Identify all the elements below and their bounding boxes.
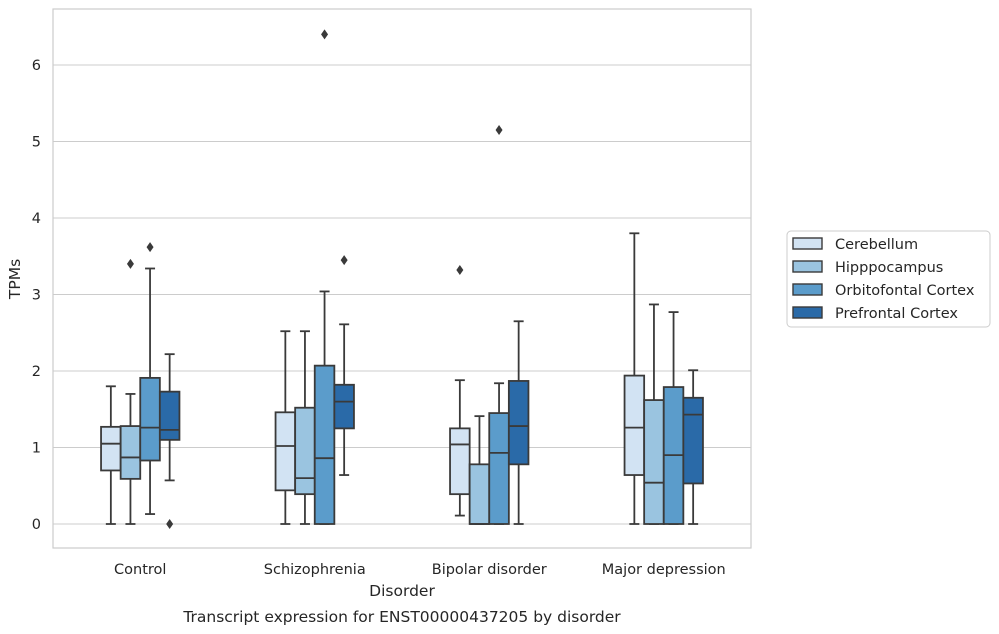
x-tick-label: Bipolar disorder xyxy=(432,562,547,578)
outlier-point xyxy=(321,29,329,40)
x-tick-label: Major depression xyxy=(602,562,726,578)
box xyxy=(449,427,471,496)
legend-swatch xyxy=(792,237,823,250)
x-tick-label: Schizophrenia xyxy=(264,562,366,578)
series-hipppocampus xyxy=(119,258,665,525)
box xyxy=(274,411,297,492)
outlier-point xyxy=(495,125,503,136)
legend: Cerebellum Hipppocampus Orbitofontal Corte… xyxy=(786,230,991,328)
series-prefrontal-cortex xyxy=(158,255,704,529)
outlier-point xyxy=(456,265,464,276)
box xyxy=(333,383,355,430)
legend-label: Hipppocampus xyxy=(835,260,943,276)
y-tick-label: 4 xyxy=(32,211,41,227)
outlier-point xyxy=(340,255,348,266)
box xyxy=(507,380,530,466)
box xyxy=(682,396,704,485)
outlier-point xyxy=(166,519,174,529)
box xyxy=(158,390,181,441)
box xyxy=(488,412,510,525)
y-tick-label: 1 xyxy=(32,441,41,457)
series-orbitofontal-cortex xyxy=(139,29,685,525)
box xyxy=(313,364,336,525)
series-cerebellum xyxy=(100,232,646,525)
box-groups xyxy=(100,29,704,529)
x-axis-label: Disorder xyxy=(369,582,435,600)
outlier-point xyxy=(126,258,134,269)
y-tick-labels: 0 1 2 3 4 5 6 xyxy=(32,58,41,533)
y-axis-label: TPMs xyxy=(6,259,24,300)
box xyxy=(294,406,316,496)
box xyxy=(468,463,491,525)
x-tick-labels: Control Schizophrenia Bipolar disorder Majo… xyxy=(114,562,726,578)
chart-caption: Transcript expression for ENST0000043720… xyxy=(182,608,621,626)
box xyxy=(119,425,142,480)
box xyxy=(100,425,122,472)
legend-swatch xyxy=(792,306,823,319)
box xyxy=(139,376,161,462)
legend-swatch xyxy=(792,260,823,273)
legend-label: Prefrontal Cortex xyxy=(835,306,958,322)
legend-label: Orbitofontal Cortex xyxy=(835,283,975,299)
x-tick-label: Control xyxy=(114,562,166,578)
y-tick-label: 3 xyxy=(32,288,41,304)
plot-frame xyxy=(52,8,752,549)
y-tick-label: 0 xyxy=(32,517,41,533)
y-tick-label: 2 xyxy=(32,364,41,380)
outlier-point xyxy=(146,242,154,253)
legend-frame xyxy=(786,230,991,328)
legend-label: Cerebellum xyxy=(835,237,918,253)
y-tick-label: 5 xyxy=(32,135,41,151)
y-tick-label: 6 xyxy=(32,58,41,74)
box xyxy=(623,374,646,476)
box xyxy=(643,399,665,525)
legend-swatch xyxy=(792,283,823,296)
